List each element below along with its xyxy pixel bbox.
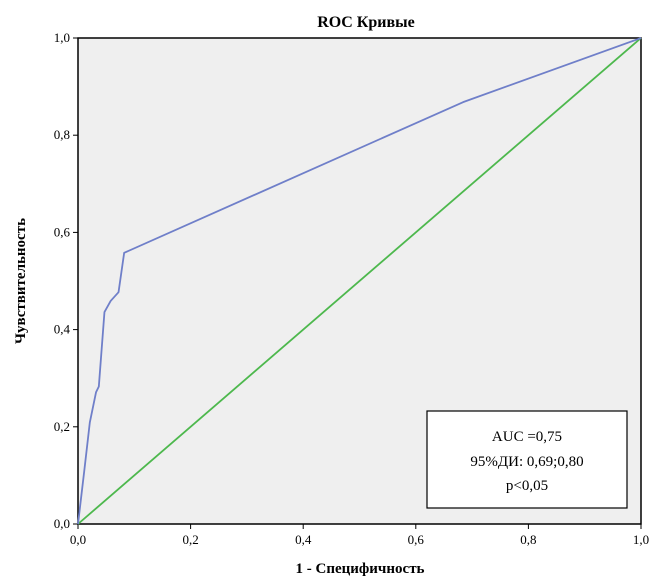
p-value-text: p<0,05 <box>506 478 548 494</box>
x-tick-label: 0,4 <box>295 532 312 547</box>
x-tick-label: 0,2 <box>182 532 198 547</box>
annotation-box: AUC =0,75 95%ДИ: 0,69;0,80 p<0,05 <box>426 410 628 509</box>
x-tick-label: 0,0 <box>70 532 86 547</box>
y-tick-label: 0,2 <box>54 419 70 434</box>
ci-text: 95%ДИ: 0,69;0,80 <box>470 454 583 470</box>
x-tick-label: 0,8 <box>520 532 536 547</box>
chart-title: ROC Кривые <box>317 14 415 31</box>
roc-curve <box>77 37 642 525</box>
x-axis-title: 1 - Специфичность <box>296 561 425 577</box>
y-tick-label: 0,0 <box>54 516 70 531</box>
ticks-layer: 0,0 0,2 0,4 0,6 0,8 1,0 0,0 0,2 0,4 0,6 0,8 1,0 <box>54 30 649 547</box>
annotation-frame <box>426 410 628 509</box>
y-tick-label: 1,0 <box>54 30 70 45</box>
series-layer <box>77 37 642 525</box>
reference-line <box>77 37 642 525</box>
y-tick-label: 0,6 <box>54 224 71 239</box>
y-axis-title: Чувствительность <box>13 218 29 344</box>
auc-text: AUC =0,75 <box>492 429 562 445</box>
x-tick-label: 0,6 <box>408 532 425 547</box>
y-tick-label: 0,4 <box>54 322 71 337</box>
x-tick-label: 1,0 <box>633 532 649 547</box>
y-tick-label: 0,8 <box>54 127 70 142</box>
